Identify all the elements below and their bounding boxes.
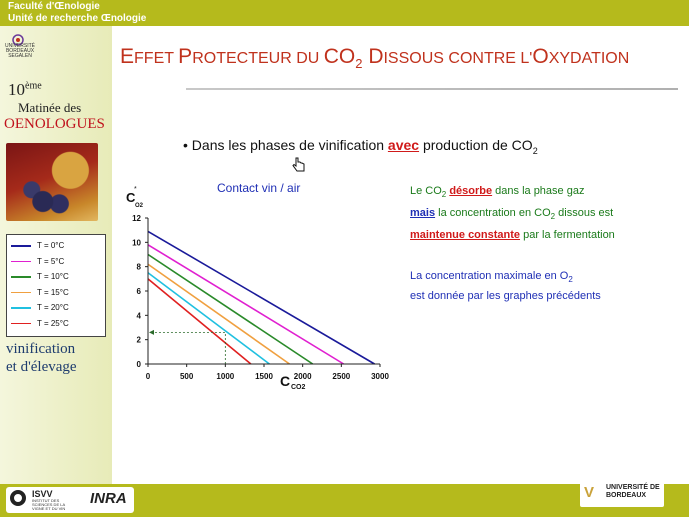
legend-label: T = 20°C: [37, 303, 69, 312]
title-part: 2: [355, 56, 363, 72]
legend-item: T = 20°C: [11, 303, 69, 312]
title-part: P: [178, 45, 193, 68]
slide-title: EFFET PROTECTEUR DU CO2 DISSOUS CONTRE L…: [120, 45, 629, 71]
y-tick-label: 6: [137, 287, 142, 296]
bordeaux-mark-icon: V: [584, 484, 595, 501]
legend-item: T = 15°C: [11, 288, 69, 297]
series-line: [147, 272, 270, 365]
legend-swatch: [11, 245, 31, 247]
chart-legend: T = 0°C T = 5°C T = 10°C T = 15°C T = 20°C T …: [6, 234, 106, 337]
series-line: [147, 244, 345, 365]
legend-item: T = 0°C: [11, 241, 64, 250]
y-tick-label: 2: [137, 336, 142, 345]
legend-label: T = 10°C: [37, 272, 69, 281]
legend-item: T = 10°C: [11, 272, 69, 281]
legend-swatch: [11, 307, 31, 309]
guide-line: [151, 331, 226, 364]
x-tick-label: 0: [146, 372, 151, 381]
inra-logo: INRA: [90, 490, 127, 507]
max-concentration-note: La concentration maximale en O2 est donn…: [410, 270, 601, 303]
bordeaux-logo-text: UNIVERSITÉ DE BORDEAUX: [606, 484, 660, 499]
title-part: CO: [323, 45, 356, 68]
y-tick-label: 8: [137, 263, 142, 272]
title-part: XYDATION: [548, 50, 630, 67]
isvv-label: ISVV: [32, 489, 53, 499]
title-part: O: [532, 45, 549, 68]
y-axis-label-sub: O2: [135, 203, 144, 209]
isvv-logo: [6, 487, 134, 513]
research-unit-name: Unité de recherche Œnologie: [8, 13, 147, 24]
title-part: ROTECTEUR DU: [192, 50, 324, 67]
legend-swatch: [11, 322, 31, 325]
x-axis-label-sub: CO2: [291, 384, 306, 391]
y-tick-label: 0: [137, 360, 142, 369]
title-part: D: [362, 45, 384, 68]
series-line: [147, 253, 314, 365]
x-axis-label: C: [280, 373, 290, 389]
x-tick-label: 3000: [371, 372, 389, 381]
x-tick-label: 2500: [332, 372, 350, 381]
hand-cursor-icon: [292, 157, 305, 172]
bullet-text: • Dans les phases de vinification avec p…: [183, 137, 538, 156]
title-part: FFET: [134, 50, 179, 67]
series-line: [147, 278, 252, 365]
title-part: E: [120, 45, 135, 68]
header-bar: Faculté d'Œnologie Unité de recherche Œn…: [0, 0, 689, 26]
legend-label: T = 25°C: [37, 318, 69, 328]
y-tick-label: 10: [132, 238, 141, 247]
title-divider: [186, 88, 678, 90]
legend-swatch: [11, 260, 31, 263]
university-logo-icon: [12, 34, 24, 46]
event-name-line1: Matinée des: [18, 100, 82, 115]
legend-swatch: [11, 291, 31, 294]
guide-arrow: [149, 329, 154, 335]
grapes-photo: [6, 143, 98, 221]
x-tick-label: 1000: [216, 372, 234, 381]
legend-label: T = 15°C: [37, 287, 69, 297]
title-part: ISSOUS CONTRE L': [383, 50, 533, 67]
legend-item: T = 25°C: [11, 319, 69, 328]
y-axis-label-sup: *: [134, 186, 137, 193]
isvv-ring-icon: [10, 490, 26, 506]
legend-swatch: [11, 276, 31, 278]
x-tick-label: 2000: [294, 372, 312, 381]
desorption-explanation: Le CO2 désorbe dans la phase gaz mais la…: [410, 185, 615, 242]
legend-label: T = 0°C: [37, 241, 65, 250]
series-line: [147, 263, 290, 365]
series-line: [147, 230, 375, 365]
x-tick-label: 500: [180, 372, 194, 381]
legend-label: T = 5°C: [37, 256, 65, 266]
event-name-line2: OENOLOGUES: [4, 116, 105, 132]
isvv-subtitle: INSTITUT DES SCIENCES DE LA VIGNE ET DU …: [32, 498, 66, 511]
y-tick-label: 12: [132, 214, 141, 223]
bordeaux-university-logo: [580, 480, 664, 507]
y-tick-label: 4: [137, 311, 142, 320]
chart-annotation: Contact vin / air: [217, 181, 301, 195]
x-tick-label: 1500: [255, 372, 273, 381]
legend-item: T = 5°C: [11, 257, 64, 266]
faculty-name: Faculté d'Œnologie: [8, 1, 100, 12]
university-logo-text: UNIVERSITÉ BORDEAUX SEGALEN: [4, 43, 35, 59]
y-axis-label: C: [126, 190, 136, 205]
edition-number: 10ème: [8, 80, 42, 99]
